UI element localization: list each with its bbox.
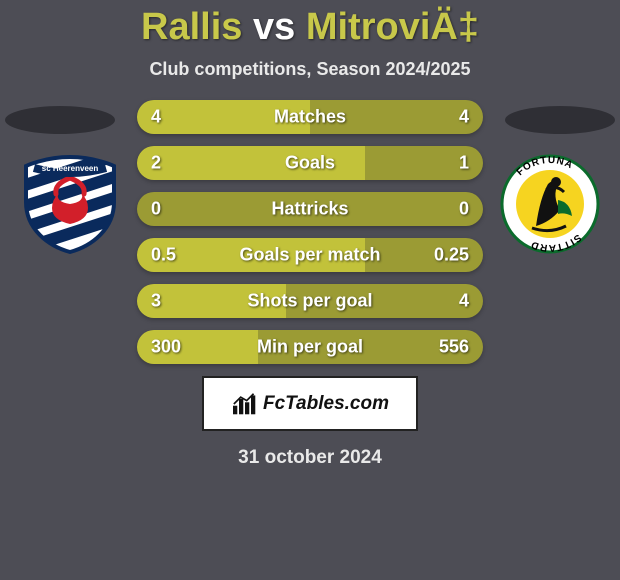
stat-value-left: 2 xyxy=(151,153,161,174)
stat-row: 44Matches xyxy=(137,100,483,134)
page-title: Rallis vs MitroviÄ‡ xyxy=(0,0,620,49)
stat-value-left: 300 xyxy=(151,337,181,358)
club-badge-right: FORTUNA SITTARD xyxy=(500,154,600,254)
stat-value-right: 4 xyxy=(459,291,469,312)
fortuna-sittard-crest-icon: FORTUNA SITTARD xyxy=(500,154,600,254)
stat-fill-left xyxy=(137,100,310,134)
title-player-left: Rallis xyxy=(141,6,242,48)
stat-row: 21Goals xyxy=(137,146,483,180)
badge-shadow-right xyxy=(505,106,615,134)
stat-value-left: 0 xyxy=(151,199,161,220)
title-player-right: MitroviÄ‡ xyxy=(306,6,479,48)
stat-value-right: 0 xyxy=(459,199,469,220)
stat-value-right: 4 xyxy=(459,107,469,128)
heerenveen-crest-icon: sc Heerenveen xyxy=(20,154,120,254)
club-badge-left: sc Heerenveen xyxy=(20,154,120,254)
svg-text:sc Heerenveen: sc Heerenveen xyxy=(42,164,99,173)
stat-row: 0 0Hattricks xyxy=(137,192,483,226)
stat-row: 0.50.25Goals per match xyxy=(137,238,483,272)
stat-value-left: 4 xyxy=(151,107,161,128)
stat-row: 300556Min per goal xyxy=(137,330,483,364)
stat-label: Hattricks xyxy=(137,199,483,220)
stat-fill-left xyxy=(137,146,365,180)
comparison-panel: sc Heerenveen FORTUNA SITTARD xyxy=(0,100,620,364)
brand-text: FcTables.com xyxy=(263,393,389,415)
title-vs: vs xyxy=(253,6,295,48)
stat-value-right: 1 xyxy=(459,153,469,174)
date-text: 31 october 2024 xyxy=(0,447,620,469)
brand-plate[interactable]: FcTables.com xyxy=(202,376,418,431)
stat-value-left: 0.5 xyxy=(151,245,176,266)
bar-chart-icon xyxy=(231,392,259,416)
stat-value-left: 3 xyxy=(151,291,161,312)
badge-shadow-left xyxy=(5,106,115,134)
subtitle: Club competitions, Season 2024/2025 xyxy=(0,59,620,80)
stat-value-right: 0.25 xyxy=(434,245,469,266)
stat-row: 34Shots per goal xyxy=(137,284,483,318)
stat-bars: 44Matches21Goals00Hattricks0.50.25Goals … xyxy=(137,100,483,364)
stat-value-right: 556 xyxy=(439,337,469,358)
